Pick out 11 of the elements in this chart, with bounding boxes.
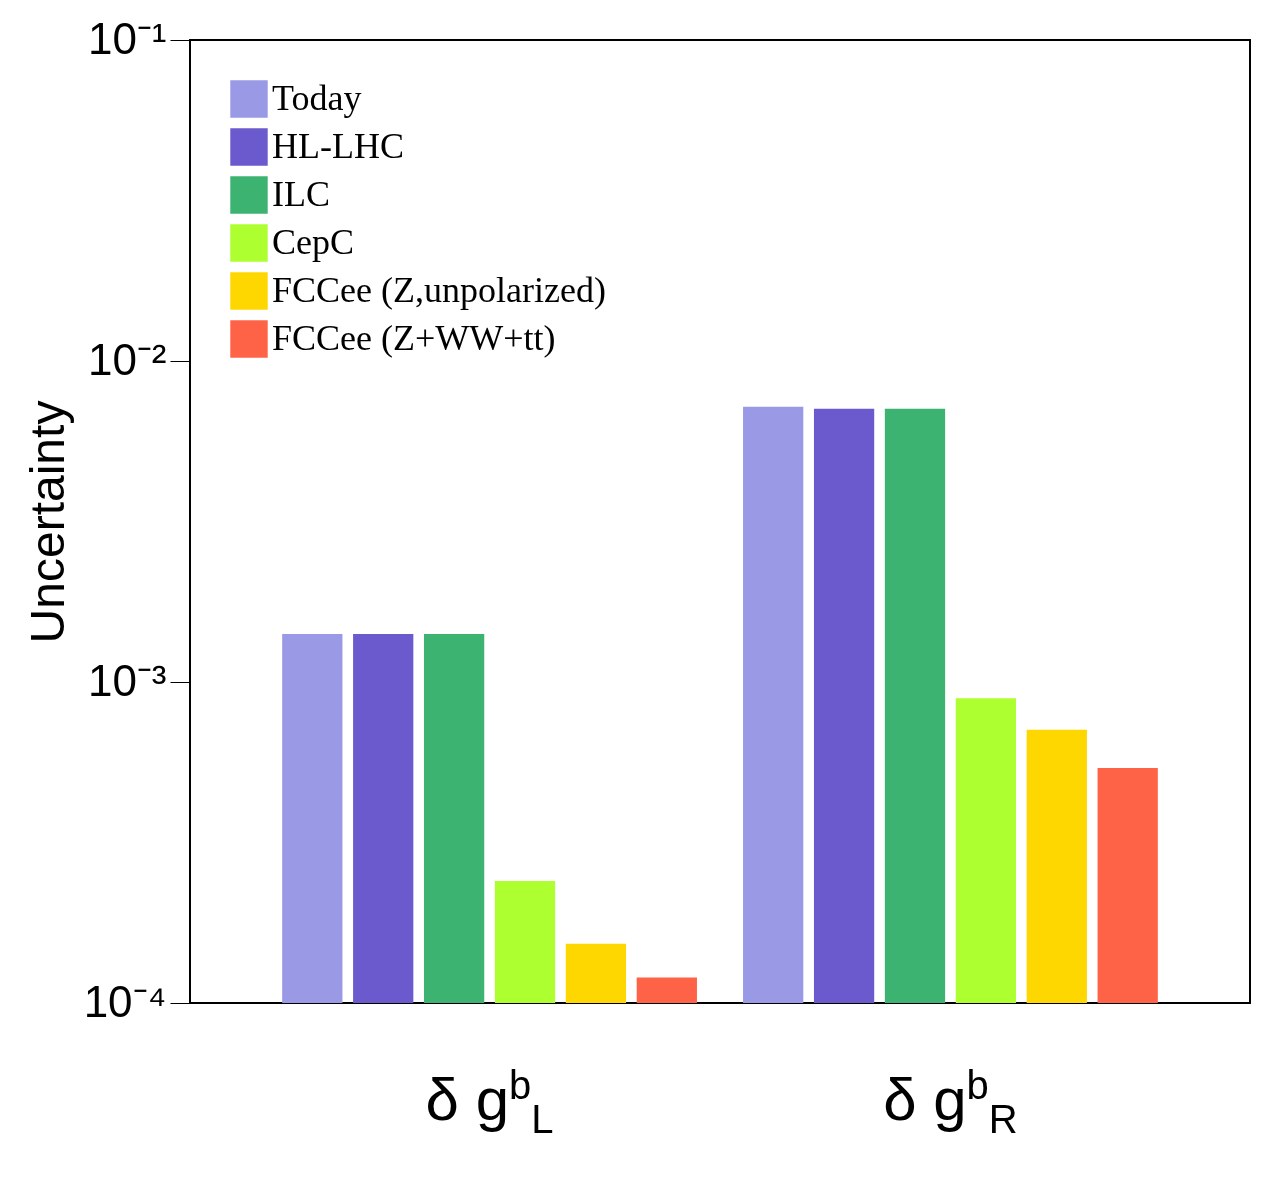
y-axis-title: Uncertainty (20, 400, 74, 644)
legend-label: FCCee (Z,unpolarized) (272, 270, 606, 310)
legend-label: ILC (272, 174, 330, 214)
legend-label: CepC (272, 222, 355, 262)
legend-label: FCCee (Z+WW+tt) (272, 318, 556, 358)
y-tick-label: 10⁻⁴ (83, 976, 167, 1026)
y-tick-label: 10⁻¹ (87, 13, 167, 63)
legend-label: Today (272, 78, 362, 118)
legend-label: HL-LHC (272, 126, 404, 166)
y-tick-label: 10⁻³ (87, 655, 167, 705)
y-tick-label: 10⁻² (87, 334, 167, 384)
